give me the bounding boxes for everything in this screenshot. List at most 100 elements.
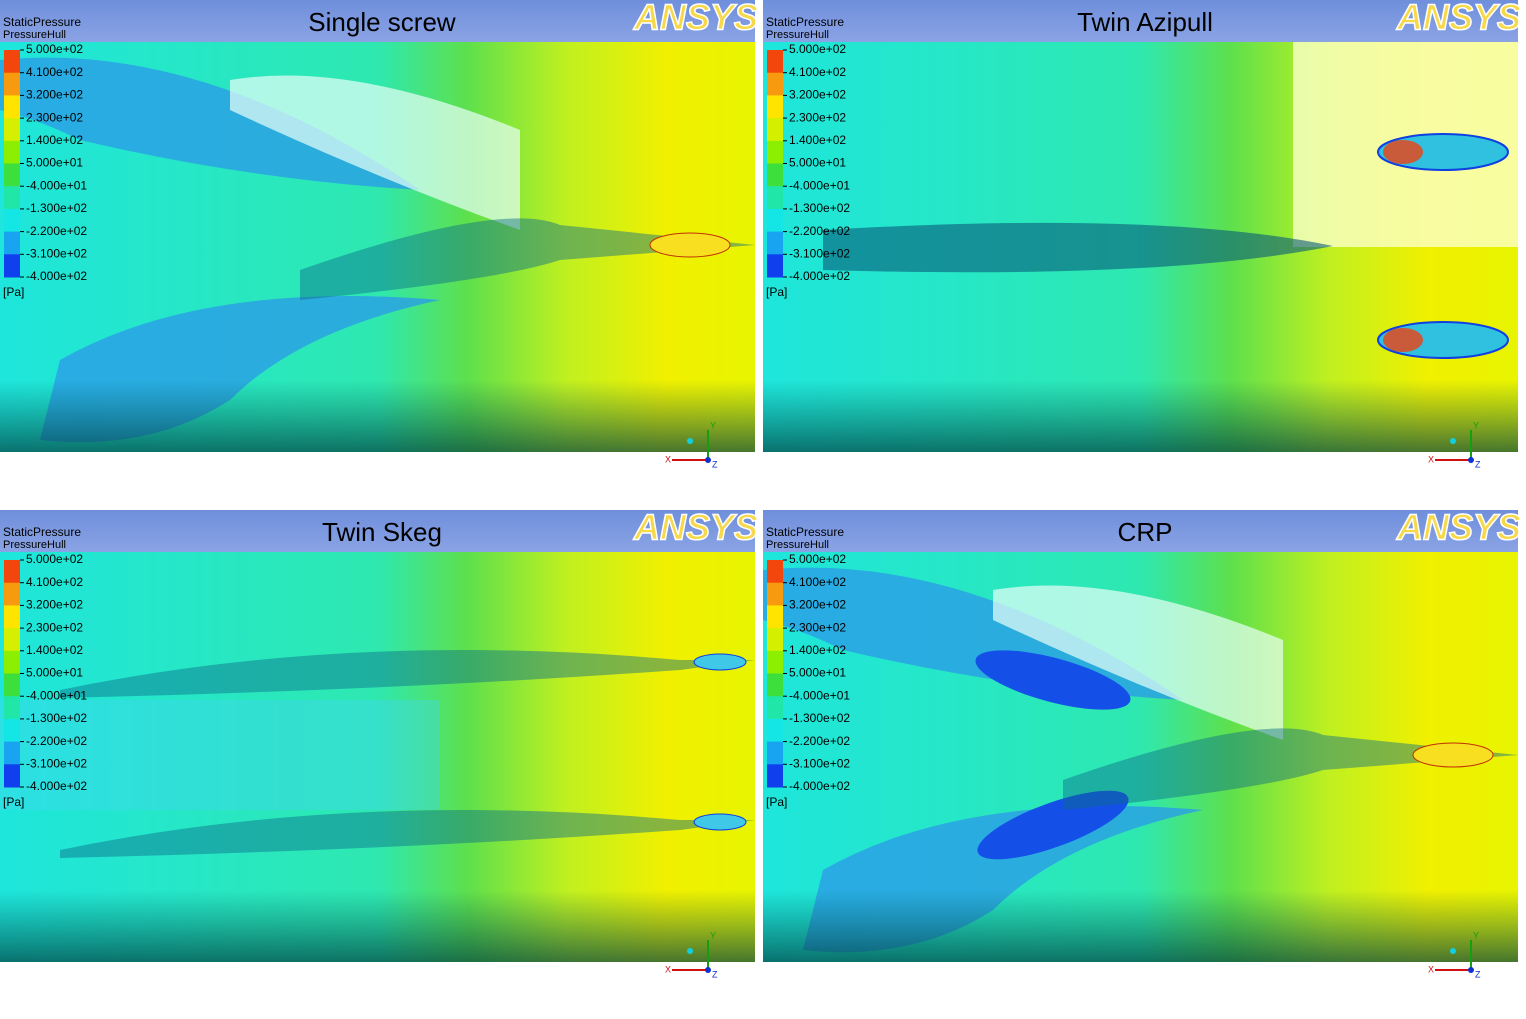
hull-stern: [300, 218, 755, 300]
legend-label: 4.100e+02: [789, 65, 846, 79]
legend-band: [767, 718, 783, 743]
propeller: [649, 232, 731, 258]
legend-label: -4.000e+01: [789, 178, 850, 192]
ansys-logo: ANSYS: [1396, 0, 1521, 38]
legend-label: -3.100e+02: [26, 756, 87, 770]
propeller: [1412, 742, 1494, 768]
legend-band: [767, 254, 783, 278]
legend-band: [767, 560, 783, 584]
legend-band: [767, 650, 783, 674]
ansys-logo: ANSYS: [633, 0, 758, 38]
legend-band: [767, 186, 783, 210]
legend-label: -4.000e+02: [26, 269, 87, 283]
legend-band: [4, 628, 20, 652]
legend-band: [767, 764, 783, 788]
legend-label: 5.000e+02: [789, 42, 846, 56]
propeller: [693, 813, 747, 831]
legend-label: 2.300e+02: [789, 110, 846, 124]
variable-name: StaticPressure: [3, 15, 81, 29]
legend-band: [4, 764, 20, 788]
axis-label: Z: [712, 969, 718, 979]
legend-band: [767, 673, 783, 697]
header-bar: [0, 510, 755, 552]
high-pressure-zone: [993, 585, 1283, 740]
hull-shadow: [0, 890, 755, 962]
low-pressure-core: [977, 790, 1129, 860]
legend-band: [767, 118, 783, 142]
legend-label: 1.400e+02: [26, 643, 83, 657]
ansys-logo: ANSYS: [633, 507, 758, 548]
axis-dot: [687, 438, 693, 444]
low-pressure-zone: [0, 57, 420, 190]
variable-name: StaticPressure: [766, 15, 844, 29]
legend-band: [4, 50, 20, 74]
legend-band: [4, 560, 20, 584]
legend-band: [4, 605, 20, 629]
legend-band: [767, 163, 783, 187]
mid-field: [0, 700, 440, 810]
legend-band: [4, 186, 20, 210]
axis-label: Y: [710, 420, 716, 430]
legend-band: [767, 140, 783, 164]
legend-band: [767, 605, 783, 629]
axis-z: [705, 967, 711, 973]
hull-shadow: [763, 890, 1518, 962]
panel-title: Twin Skeg: [322, 517, 442, 547]
legend-band: [767, 741, 783, 765]
hull-shadow: [763, 380, 1518, 452]
legend-label: 1.400e+02: [789, 133, 846, 147]
legend-unit: [Pa]: [766, 795, 787, 809]
legend-label: -2.200e+02: [789, 734, 850, 748]
low-pressure-core: [975, 650, 1131, 710]
legend-label: 2.300e+02: [789, 620, 846, 634]
legend-label: 1.400e+02: [789, 643, 846, 657]
legend-label: 5.000e+02: [789, 552, 846, 566]
axis-label: X: [665, 964, 671, 974]
legend-unit: [Pa]: [3, 795, 24, 809]
ansys-logo: ANSYS: [1396, 507, 1521, 548]
legend-label: 4.100e+02: [26, 65, 83, 79]
legend-band: [767, 696, 783, 720]
legend-label: -1.300e+02: [26, 201, 87, 215]
legend-label: -2.200e+02: [789, 224, 850, 238]
legend-label: 3.200e+02: [26, 598, 83, 612]
legend-unit: [Pa]: [766, 285, 787, 299]
legend-label: -3.100e+02: [789, 246, 850, 260]
legend-label: 2.300e+02: [26, 110, 83, 124]
legend-band: [4, 208, 20, 233]
legend-label: 1.400e+02: [26, 133, 83, 147]
panel-title: Twin Azipull: [1077, 7, 1213, 37]
legend-label: 3.200e+02: [789, 598, 846, 612]
legend-label: -4.000e+01: [789, 688, 850, 702]
legend-label: 4.100e+02: [26, 575, 83, 589]
axis-label: Y: [1473, 420, 1479, 430]
variable-name: StaticPressure: [3, 525, 81, 539]
location-name: PressureHull: [3, 539, 66, 551]
legend-band: [4, 696, 20, 720]
hull-stern: [1063, 728, 1518, 810]
panel-title: CRP: [1118, 517, 1173, 547]
legend-band: [767, 628, 783, 652]
legend-band: [4, 231, 20, 255]
legend-label: 3.200e+02: [26, 88, 83, 102]
legend-band: [4, 140, 20, 164]
azipod-hub: [1383, 140, 1423, 164]
legend-label: -4.000e+01: [26, 688, 87, 702]
variable-name: StaticPressure: [766, 525, 844, 539]
high-pressure-zone: [230, 75, 520, 230]
axis-z: [705, 457, 711, 463]
legend-band: [767, 231, 783, 255]
legend-label: 5.000e+01: [789, 666, 846, 680]
axis-label: Y: [1473, 930, 1479, 940]
legend-band: [767, 95, 783, 119]
axis-label: X: [1428, 454, 1434, 464]
legend-band: [4, 650, 20, 674]
azipod-hub: [1383, 328, 1423, 352]
legend-band: [4, 718, 20, 743]
axis-z: [1468, 457, 1474, 463]
legend-label: 5.000e+01: [26, 666, 83, 680]
header-bar: [0, 0, 755, 42]
